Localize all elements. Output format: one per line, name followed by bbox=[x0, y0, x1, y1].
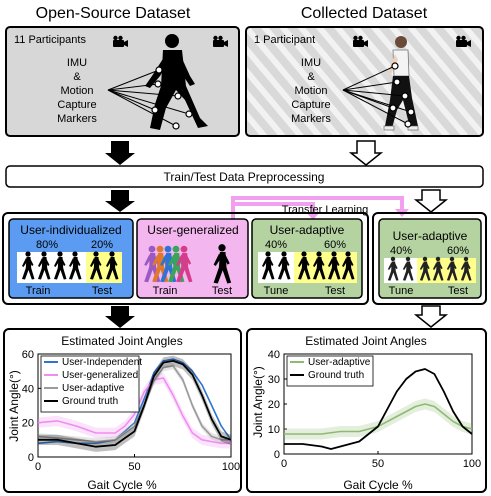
collected-dataset-title: Collected Dataset bbox=[301, 5, 428, 22]
sensor-list: IMU & Motion Capture Markers bbox=[291, 57, 331, 125]
series-band bbox=[284, 398, 472, 440]
series-line bbox=[37, 365, 231, 443]
x-tick-label: 100 bbox=[463, 458, 481, 470]
svg-text:Capture: Capture bbox=[57, 99, 96, 111]
tune-percent: 40% bbox=[390, 245, 412, 257]
collected-panel: 1 Participant IMU & Motion Capture Marke… bbox=[245, 26, 484, 137]
series-line bbox=[284, 403, 473, 435]
open-source-models-frame bbox=[2, 212, 369, 305]
y-tick-label: 20 bbox=[22, 418, 34, 430]
hollow-down-arrow-icon bbox=[348, 140, 384, 166]
test-label: Test bbox=[325, 285, 345, 297]
y-tick-label: 20 bbox=[268, 399, 280, 411]
legend-label: User-adaptive bbox=[62, 383, 125, 394]
participants-label: 11 Participants bbox=[14, 34, 86, 46]
marker-dots bbox=[389, 62, 415, 128]
tune-percent: 40% bbox=[265, 239, 287, 251]
svg-text:Motion: Motion bbox=[60, 85, 93, 97]
series-line bbox=[37, 377, 231, 445]
x-tick-label: 50 bbox=[128, 461, 140, 473]
series-line bbox=[38, 359, 232, 448]
down-arrow-icon bbox=[105, 141, 135, 165]
camera-icon bbox=[213, 35, 228, 47]
test-percent: 60% bbox=[447, 245, 469, 257]
user-generalized-box: User-generalized Train Test bbox=[136, 218, 249, 299]
y-axis-label: Joint Angle(°) bbox=[7, 370, 21, 442]
collected-models-frame bbox=[372, 212, 487, 305]
transfer-learning-label: Transfer Learning bbox=[282, 204, 368, 216]
svg-text:IMU: IMU bbox=[67, 57, 87, 69]
tune-label: Tune bbox=[264, 285, 289, 297]
y-tick-label: 30 bbox=[268, 374, 280, 386]
x-tick-label: 50 bbox=[372, 458, 384, 470]
y-tick-label: 0 bbox=[274, 449, 280, 461]
camera-icon bbox=[456, 35, 471, 47]
user-generalized-title: User-generalized bbox=[147, 223, 238, 237]
down-arrow-icon bbox=[105, 306, 135, 328]
chart-title: Estimated Joint Angles bbox=[305, 334, 426, 348]
x-axis-label: Gait Cycle % bbox=[343, 478, 413, 492]
svg-text:Capture: Capture bbox=[291, 99, 330, 111]
test-label: Test bbox=[92, 285, 112, 297]
svg-text:IMU: IMU bbox=[301, 57, 321, 69]
user-adaptive-title: User-adaptive bbox=[393, 229, 468, 243]
user-individualized-title: User-individualized bbox=[20, 223, 121, 237]
x-axis-label: Gait Cycle % bbox=[87, 478, 157, 492]
x-tick-label: 100 bbox=[222, 461, 240, 473]
svg-text:Markers: Markers bbox=[291, 113, 331, 125]
user-adaptive-title: User-adaptive bbox=[270, 223, 345, 237]
open-source-panel: 11 Participants IMU & Motion Capture Mar… bbox=[5, 26, 240, 137]
open-source-dataset-title: Open-Source Dataset bbox=[36, 5, 191, 22]
camera-icon bbox=[113, 35, 128, 47]
hollow-down-arrow-icon bbox=[413, 189, 449, 213]
sensor-list: IMU & Motion Capture Markers bbox=[57, 57, 97, 125]
legend-label: User-generalized bbox=[62, 370, 138, 381]
marker-dots bbox=[151, 66, 193, 130]
y-tick-label: 10 bbox=[268, 424, 280, 436]
sensor-connector-lines bbox=[107, 69, 190, 127]
test-label: Test bbox=[448, 285, 468, 297]
y-tick-label: 40 bbox=[268, 349, 280, 361]
test-percent: 20% bbox=[91, 239, 113, 251]
train-label: Train bbox=[26, 285, 51, 297]
x-tick-label: 0 bbox=[281, 458, 287, 470]
user-individualized-box: User-individualized 80% 20% Train Test bbox=[8, 218, 134, 299]
sensor-connector-lines bbox=[342, 65, 412, 125]
svg-text:&: & bbox=[307, 71, 315, 83]
chart-title: Estimated Joint Angles bbox=[61, 334, 182, 348]
series-line bbox=[37, 358, 232, 445]
x-tick-label: 0 bbox=[35, 461, 41, 473]
user-adaptive-box: User-adaptive 40% 60% Tune Test bbox=[251, 218, 363, 299]
svg-text:Motion: Motion bbox=[294, 85, 327, 97]
train-percent: 80% bbox=[36, 239, 58, 251]
train-label: Train bbox=[153, 285, 178, 297]
y-tick-label: 0 bbox=[28, 452, 34, 464]
legend-label: Ground truth bbox=[308, 370, 364, 381]
svg-text:Markers: Markers bbox=[57, 113, 97, 125]
user-adaptive-collected-box: User-adaptive 40% 60% Tune Test bbox=[378, 218, 482, 299]
legend-label: Ground truth bbox=[62, 396, 118, 407]
svg-text:&: & bbox=[73, 71, 81, 83]
series-band bbox=[38, 355, 231, 452]
y-tick-label: 40 bbox=[22, 383, 34, 395]
collected-joint-angle-chart: Estimated Joint Angles Gait Cycle % Join… bbox=[251, 334, 481, 492]
preprocessing-bar: Train/Test Data Preprocessing bbox=[5, 165, 484, 188]
hollow-down-arrow-icon bbox=[413, 305, 449, 328]
preprocessing-label: Train/Test Data Preprocessing bbox=[164, 170, 325, 184]
camera-icon bbox=[353, 35, 368, 47]
test-label: Test bbox=[212, 285, 232, 297]
y-tick-label: 60 bbox=[22, 349, 34, 361]
down-arrow-icon bbox=[105, 190, 135, 212]
tune-label: Tune bbox=[389, 285, 414, 297]
test-percent: 60% bbox=[324, 239, 346, 251]
legend-label: User-Independent bbox=[62, 357, 142, 368]
y-axis-label: Joint Angle(°) bbox=[251, 366, 265, 438]
legend-box bbox=[40, 355, 140, 413]
open-source-joint-angle-chart: Estimated Joint Angles Gait Cycle % Join… bbox=[7, 334, 240, 492]
series-line bbox=[284, 368, 473, 450]
legend-label: User-adaptive bbox=[308, 357, 371, 368]
participants-label: 1 Participant bbox=[254, 34, 315, 46]
